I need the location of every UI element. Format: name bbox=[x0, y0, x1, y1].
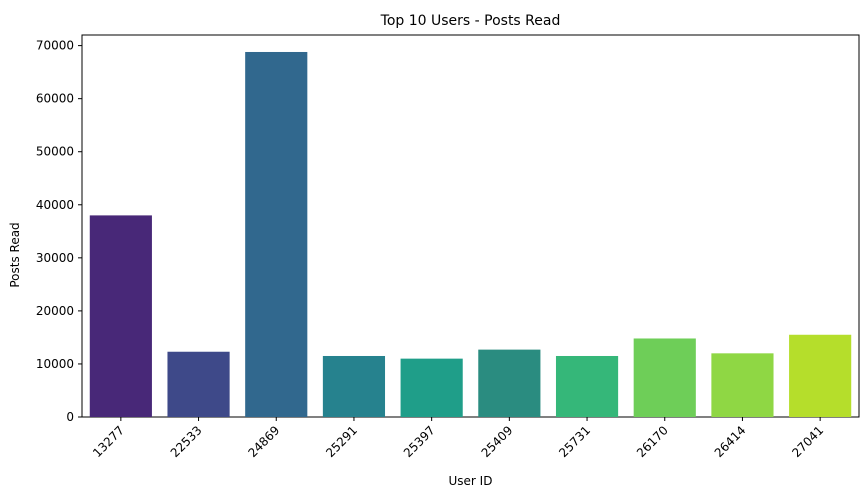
y-tick-label: 0 bbox=[66, 410, 74, 424]
y-tick-label: 30000 bbox=[36, 251, 74, 265]
chart-title: Top 10 Users - Posts Read bbox=[380, 13, 561, 29]
y-tick-label: 60000 bbox=[36, 92, 74, 106]
bar-25291 bbox=[322, 355, 386, 417]
bar-25397 bbox=[400, 358, 463, 417]
y-tick-label: 20000 bbox=[36, 304, 74, 318]
y-axis: 0 10000 20000 30000 40000 50000 60000 70000 bbox=[36, 39, 82, 424]
y-tick-label: 40000 bbox=[36, 198, 74, 212]
x-axis-label: User ID bbox=[449, 474, 493, 488]
bar-26170 bbox=[633, 338, 696, 417]
bar-24869 bbox=[245, 51, 308, 417]
bar-13277 bbox=[89, 215, 152, 417]
bar-27041 bbox=[789, 334, 852, 417]
plot-area bbox=[81, 34, 860, 418]
plot-frame bbox=[81, 34, 860, 418]
bar-22533 bbox=[167, 351, 230, 417]
bar-26414 bbox=[711, 353, 774, 417]
y-tick-label: 10000 bbox=[36, 357, 74, 371]
bar-25731 bbox=[555, 355, 619, 417]
bar-25409 bbox=[478, 349, 541, 417]
y-axis-label: Posts Read bbox=[8, 222, 22, 287]
y-tick-label: 70000 bbox=[36, 39, 74, 53]
y-tick-label: 50000 bbox=[36, 145, 74, 159]
bars bbox=[89, 51, 852, 417]
